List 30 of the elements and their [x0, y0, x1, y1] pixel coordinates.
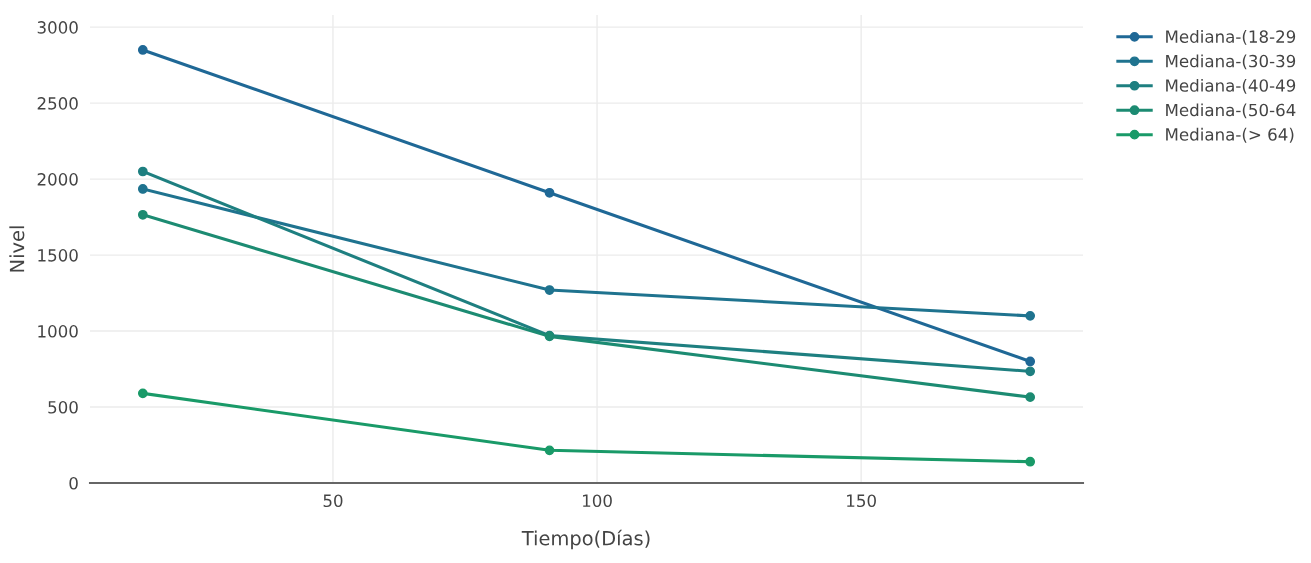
legend-label: Mediana-(18-29 — [1166, 30, 1296, 45]
legend-label: Mediana-(50-64 — [1166, 103, 1296, 119]
point — [1025, 366, 1036, 377]
y-tick-label: 500 — [48, 400, 78, 414]
legend-label: Mediana-(40-49 — [1166, 78, 1296, 94]
point — [1025, 356, 1036, 367]
y-tick-label: 3000 — [37, 21, 78, 34]
y-tick-label: 0 — [69, 476, 78, 490]
point — [544, 285, 555, 295]
y-tick-label: 2000 — [37, 173, 78, 186]
y-tick-label: 1000 — [38, 325, 78, 338]
point — [137, 184, 148, 194]
y-tick-label: 2500 — [37, 97, 78, 110]
point — [137, 166, 148, 177]
point — [137, 388, 148, 399]
point — [1025, 456, 1036, 467]
point — [1025, 310, 1036, 321]
point — [544, 445, 555, 456]
y-axis-title: Nivel — [9, 226, 25, 272]
legend-label: Mediana-(> 64) — [1166, 127, 1294, 143]
x-tick-label: 50 — [323, 494, 343, 508]
point — [544, 187, 555, 198]
point — [1025, 392, 1036, 403]
legend-label: Mediana-(30-39 — [1166, 54, 1296, 70]
y-tick-label: 1500 — [38, 249, 78, 262]
x-axis-title: Tiempo(Días) — [521, 529, 650, 550]
x-tick-label: 100 — [582, 494, 612, 508]
point — [137, 45, 148, 55]
x-tick-label: 150 — [847, 494, 876, 508]
point — [137, 209, 148, 220]
